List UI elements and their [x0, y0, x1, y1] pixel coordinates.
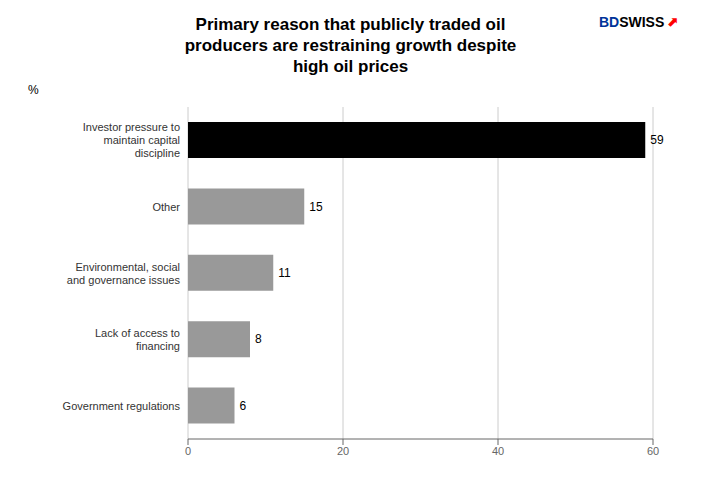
svg-text:20: 20 — [337, 445, 349, 457]
svg-text:8: 8 — [255, 332, 262, 346]
html-text:producers are restraining grow: producers are restraining growth despite — [184, 36, 517, 55]
html-text:Primary reason that publicly t: Primary reason that publicly traded oil — [195, 15, 506, 34]
svg-text:11: 11 — [278, 266, 291, 280]
svg-text:0: 0 — [185, 445, 191, 457]
svg-text:59: 59 — [650, 133, 664, 147]
svg-text:Environmental, socialand gover: Environmental, socialand governance issu… — [67, 261, 181, 286]
svg-text:Lack of access tofinancing: Lack of access tofinancing — [95, 327, 180, 352]
svg-text:6: 6 — [240, 399, 247, 413]
svg-text:Investor pressure tomaintain c: Investor pressure tomaintain capitaldisc… — [83, 121, 180, 159]
svg-text:60: 60 — [647, 445, 659, 457]
svg-text:Government regulations: Government regulations — [63, 400, 181, 412]
svg-text:Other: Other — [152, 201, 180, 213]
html-text:high oil prices: high oil prices — [292, 57, 409, 76]
html-text:BD SWISS: BD SWISS — [598, 14, 665, 30]
svg-text:15: 15 — [309, 200, 323, 214]
svg-text:40: 40 — [492, 445, 504, 457]
